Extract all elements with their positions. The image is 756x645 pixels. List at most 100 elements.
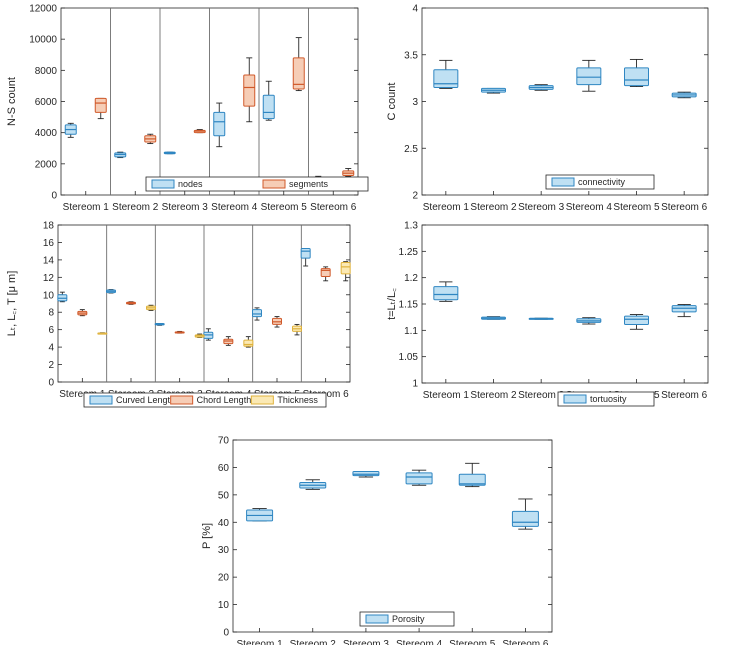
tortuosity-box-tortuosity bbox=[433, 281, 459, 302]
lengths-ytick-label: 18 bbox=[43, 221, 55, 232]
legend-swatch bbox=[89, 395, 113, 405]
tortuosity-ytick-label: 1 bbox=[412, 379, 418, 390]
ns-count-ytick-label: 2000 bbox=[35, 159, 58, 170]
connectivity-ylabel: C count bbox=[386, 83, 398, 121]
connectivity-box-connectivity bbox=[576, 59, 602, 92]
ns-count-box-segments bbox=[94, 97, 107, 120]
porosity-panel: 0 10 20 30 40 50 60 70 Stereom 1 Stereom 2 Stereom… bbox=[201, 436, 553, 645]
porosity-box-porosity bbox=[246, 508, 274, 522]
box-iqr bbox=[352, 471, 380, 477]
box-iqr bbox=[300, 248, 311, 259]
lengths-box-chord-length bbox=[320, 266, 331, 282]
tortuosity-xtick-label: Stereom 3 bbox=[518, 390, 565, 401]
lengths-box-thickness bbox=[97, 332, 108, 335]
tortuosity-ytick-label: 1.2 bbox=[404, 273, 418, 284]
box-iqr bbox=[213, 111, 226, 137]
lengths-box-thickness bbox=[194, 333, 205, 338]
lengths-ytick-label: 4 bbox=[48, 343, 54, 354]
tortuosity-box-tortuosity bbox=[671, 304, 697, 318]
connectivity-xtick-label: Stereom 1 bbox=[423, 202, 470, 213]
porosity-box-porosity bbox=[458, 462, 486, 488]
legend-label: nodes bbox=[178, 179, 203, 189]
porosity-box-porosity bbox=[352, 471, 380, 478]
ns-count-box-nodes bbox=[163, 151, 176, 155]
ns-count-ytick-label: 4000 bbox=[35, 128, 58, 139]
porosity-ytick-label: 60 bbox=[218, 463, 230, 474]
legend-label: connectivity bbox=[578, 177, 626, 187]
connectivity-xtick-label: Stereom 5 bbox=[613, 202, 660, 213]
tortuosity-xtick-label: Stereom 1 bbox=[423, 390, 470, 401]
legend-swatch bbox=[551, 177, 575, 187]
tortuosity-xtick-label: Stereom 6 bbox=[661, 390, 708, 401]
ns-count-box-nodes bbox=[213, 102, 226, 148]
lengths-box-curved-length bbox=[106, 289, 116, 294]
connectivity-xtick-label: Stereom 6 bbox=[661, 202, 708, 213]
lengths-ytick-label: 14 bbox=[43, 255, 55, 266]
legend-label: Chord Length bbox=[197, 395, 252, 405]
tortuosity-box-tortuosity bbox=[576, 317, 602, 325]
porosity-ytick-label: 50 bbox=[218, 490, 230, 501]
connectivity-xtick-label: Stereom 3 bbox=[518, 202, 565, 213]
lengths-ytick-label: 0 bbox=[48, 378, 54, 389]
tortuosity-box-tortuosity bbox=[624, 314, 649, 330]
connectivity-box-connectivity bbox=[671, 91, 697, 99]
lengths-ytick-label: 10 bbox=[43, 290, 55, 301]
legend-label: Curved Length bbox=[116, 395, 175, 405]
ns-count-box-segments bbox=[342, 168, 355, 177]
connectivity-ytick-label: 3 bbox=[412, 97, 418, 108]
connectivity-ytick-label: 3.5 bbox=[404, 50, 418, 61]
connectivity-xtick-label: Stereom 2 bbox=[470, 202, 517, 213]
lengths-box-chord-length bbox=[174, 330, 185, 334]
box-iqr bbox=[511, 510, 539, 527]
ns-count-ytick-label: 8000 bbox=[35, 66, 58, 77]
ns-count-box-segments bbox=[193, 129, 206, 134]
ns-count-ylabel: N-S count bbox=[6, 77, 18, 126]
ns-count-box-segments bbox=[144, 133, 157, 145]
lengths-ytick-label: 2 bbox=[48, 360, 54, 371]
legend-swatch bbox=[151, 179, 175, 189]
box-iqr bbox=[458, 473, 486, 486]
porosity-box-porosity bbox=[511, 498, 539, 530]
tortuosity-legend: tortuosity bbox=[557, 391, 655, 407]
lengths-ytick-label: 6 bbox=[48, 325, 54, 336]
lengths-box-chord-length bbox=[126, 301, 136, 305]
porosity-ytick-label: 20 bbox=[218, 573, 230, 584]
ns-count-xtick-label: Stereom 6 bbox=[310, 202, 357, 213]
lengths-box-chord-length bbox=[272, 316, 282, 328]
legend-label: Porosity bbox=[392, 614, 425, 624]
tortuosity-ytick-label: 1.05 bbox=[399, 352, 419, 363]
porosity-box-porosity bbox=[299, 479, 327, 490]
lengths-box-curved-length bbox=[300, 248, 311, 267]
lengths-box-curved-length bbox=[57, 291, 68, 303]
lengths-ytick-label: 8 bbox=[48, 308, 54, 319]
porosity-ytick-label: 30 bbox=[218, 545, 230, 556]
box-iqr bbox=[262, 94, 275, 120]
connectivity-legend: connectivity bbox=[545, 174, 655, 190]
lengths-box-chord-length bbox=[223, 336, 234, 346]
ns-count-box-segments bbox=[243, 57, 256, 123]
tortuosity-xtick-label: Stereom 2 bbox=[470, 390, 517, 401]
porosity-xtick-label: Stereom 1 bbox=[237, 639, 284, 645]
box-iqr bbox=[405, 472, 433, 485]
tortuosity-ytick-label: 1.1 bbox=[404, 326, 418, 337]
legend-label: tortuosity bbox=[590, 394, 627, 404]
legend-frame bbox=[145, 176, 369, 192]
box-iqr bbox=[433, 286, 459, 301]
porosity-xtick-label: Stereom 4 bbox=[396, 639, 443, 645]
porosity-axes-frame bbox=[232, 439, 553, 633]
ns-count-xtick-label: Stereom 4 bbox=[211, 202, 258, 213]
box-iqr bbox=[624, 315, 649, 326]
porosity-xtick-label: Stereom 6 bbox=[502, 639, 549, 645]
lengths-ylabel: Lₜ, L꜀, T [μ m] bbox=[6, 271, 18, 337]
ns-count-ytick-label: 10000 bbox=[29, 35, 57, 46]
porosity-ytick-label: 10 bbox=[218, 600, 230, 611]
ns-count-xtick-label: Stereom 2 bbox=[112, 202, 159, 213]
lengths-box-curved-length bbox=[154, 323, 165, 326]
tortuosity-ytick-label: 1.25 bbox=[399, 247, 419, 258]
lengths-ytick-label: 16 bbox=[43, 238, 55, 249]
box-iqr bbox=[243, 74, 256, 107]
box-iqr bbox=[243, 339, 254, 347]
